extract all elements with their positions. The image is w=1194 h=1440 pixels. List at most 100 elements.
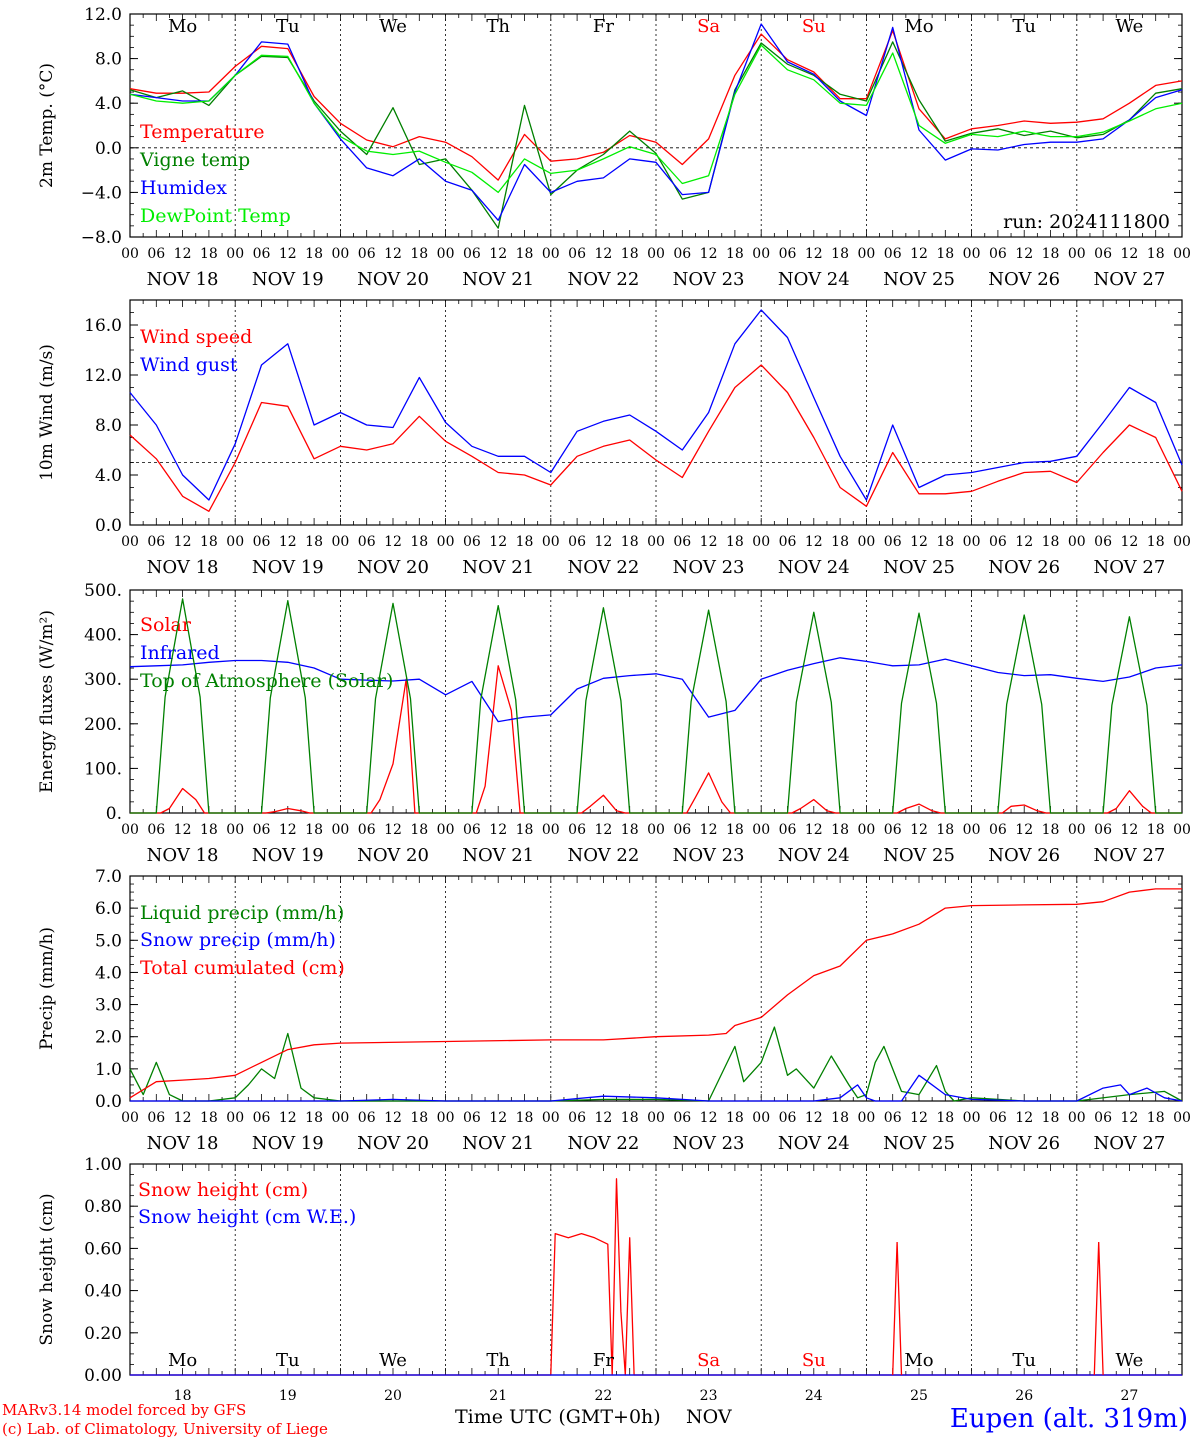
day-name-label: Fr (593, 1350, 614, 1371)
hour-tick-label: 00 (226, 246, 244, 262)
date-label: NOV 21 (462, 269, 534, 290)
hour-tick-label: 00 (752, 1110, 770, 1126)
hour-tick-label: 12 (174, 534, 192, 550)
hour-tick-label: 18 (936, 534, 954, 550)
hour-tick-label: 12 (700, 534, 718, 550)
hour-tick-label: 18 (410, 822, 428, 838)
y-axis-label: Snow height (cm) (37, 1193, 57, 1345)
hour-tick-label: 18 (621, 1110, 639, 1126)
hour-tick-label: 06 (1094, 822, 1112, 838)
y-tick-label: 400. (84, 626, 122, 646)
hour-tick-label: 18 (410, 534, 428, 550)
hour-tick-label: 12 (1015, 1110, 1033, 1126)
legend-entry: Temperature (140, 121, 264, 143)
date-label: NOV 18 (147, 557, 219, 578)
chart-panel-5: 1.00 0.80 0.60 0.40 0.20 0.00 Snow height (cm)… (37, 1155, 1183, 1404)
date-label: NOV 19 (252, 1133, 324, 1154)
y-tick-label: 0.20 (84, 1324, 122, 1344)
date-label: NOV 20 (357, 845, 429, 866)
hour-tick-label: 18 (831, 1110, 849, 1126)
date-label: NOV 27 (1093, 1133, 1165, 1154)
hour-tick-label: 06 (1094, 534, 1112, 550)
date-label: NOV 21 (462, 557, 534, 578)
hour-tick-label: 00 (752, 822, 770, 838)
hour-tick-label: 00 (1173, 534, 1191, 550)
hour-tick-label: 12 (805, 246, 823, 262)
hour-tick-label: 06 (463, 246, 481, 262)
y-tick-label: 100. (84, 759, 122, 779)
date-label: NOV 19 (252, 557, 324, 578)
hour-tick-label: 00 (1068, 1110, 1086, 1126)
day-name-label: Tu (1012, 16, 1036, 37)
hour-tick-label: 06 (779, 534, 797, 550)
hour-tick-label: 12 (1015, 822, 1033, 838)
hour-tick-label: 18 (936, 822, 954, 838)
hour-tick-label: 18 (831, 534, 849, 550)
hour-tick-label: 06 (147, 822, 165, 838)
y-tick-label: 0.00 (84, 1366, 122, 1386)
hour-tick-label: 18 (726, 1110, 744, 1126)
hour-tick-label: 12 (1120, 822, 1138, 838)
hour-tick-label: 00 (963, 1110, 981, 1126)
series-line-1 (129, 1026, 1183, 1102)
hour-tick-label: 00 (647, 246, 665, 262)
day-name-label: Th (486, 16, 510, 37)
hour-tick-label: 18 (831, 822, 849, 838)
snow-spike (1093, 1242, 1104, 1376)
hour-tick-label: 12 (1015, 534, 1033, 550)
hour-tick-label: 18 (200, 246, 218, 262)
hour-tick-label: 18 (621, 246, 639, 262)
date-label: NOV 23 (673, 269, 745, 290)
series-line-1 (129, 30, 1183, 181)
hour-tick-label: 12 (174, 246, 192, 262)
chart-panel-2: 16.0 12.0 8.0 4.0 0.0 10m Wind (m/s) Wind spee… (37, 299, 1191, 578)
legend-entry: Infrared (140, 642, 220, 664)
date-label: NOV 27 (1093, 269, 1165, 290)
x-axis-title: Time UTC (GMT+0h) (455, 1406, 661, 1428)
date-label: NOV 25 (883, 845, 955, 866)
y-tick-label: −8.0 (81, 228, 122, 248)
hour-tick-label: 00 (752, 534, 770, 550)
hour-tick-label: 00 (857, 822, 875, 838)
hour-tick-label: 12 (489, 1110, 507, 1126)
day-number-label: 18 (174, 1388, 192, 1404)
hour-tick-label: 06 (673, 822, 691, 838)
hour-tick-label: 18 (936, 1110, 954, 1126)
y-tick-label: 7.0 (95, 867, 122, 887)
hour-tick-label: 12 (910, 822, 928, 838)
hour-tick-label: 00 (121, 1110, 139, 1126)
hour-tick-label: 18 (516, 246, 534, 262)
date-label: NOV 21 (462, 1133, 534, 1154)
hour-tick-label: 06 (989, 822, 1007, 838)
date-label: NOV 18 (147, 1133, 219, 1154)
hour-tick-label: 18 (200, 1110, 218, 1126)
hour-tick-label: 18 (1042, 246, 1060, 262)
hour-tick-label: 00 (647, 534, 665, 550)
y-tick-label: 0. (106, 804, 122, 824)
legend-entry: Wind gust (140, 354, 238, 376)
day-name-label: Sa (697, 16, 720, 37)
date-label: NOV 27 (1093, 845, 1165, 866)
y-tick-label: 12.0 (84, 366, 122, 386)
day-number-label: 22 (594, 1388, 612, 1404)
hour-tick-label: 12 (594, 246, 612, 262)
y-tick-label: 4.0 (95, 963, 122, 983)
hour-tick-label: 00 (647, 822, 665, 838)
hour-tick-label: 00 (226, 534, 244, 550)
hour-tick-label: 00 (331, 822, 349, 838)
date-label: NOV 19 (252, 269, 324, 290)
series-line-4 (129, 44, 1183, 194)
hour-tick-label: 12 (489, 534, 507, 550)
hour-tick-label: 06 (358, 534, 376, 550)
day-name-label: We (1116, 16, 1144, 37)
y-tick-label: 0.0 (95, 1092, 122, 1112)
hour-tick-label: 12 (174, 822, 192, 838)
hour-tick-label: 12 (174, 1110, 192, 1126)
day-name-label: Sa (697, 1350, 720, 1371)
legend-entry: Solar (140, 614, 192, 636)
legend-entry: DewPoint Temp (140, 205, 291, 227)
hour-tick-label: 00 (226, 822, 244, 838)
hour-tick-label: 00 (542, 246, 560, 262)
hour-tick-label: 18 (726, 246, 744, 262)
